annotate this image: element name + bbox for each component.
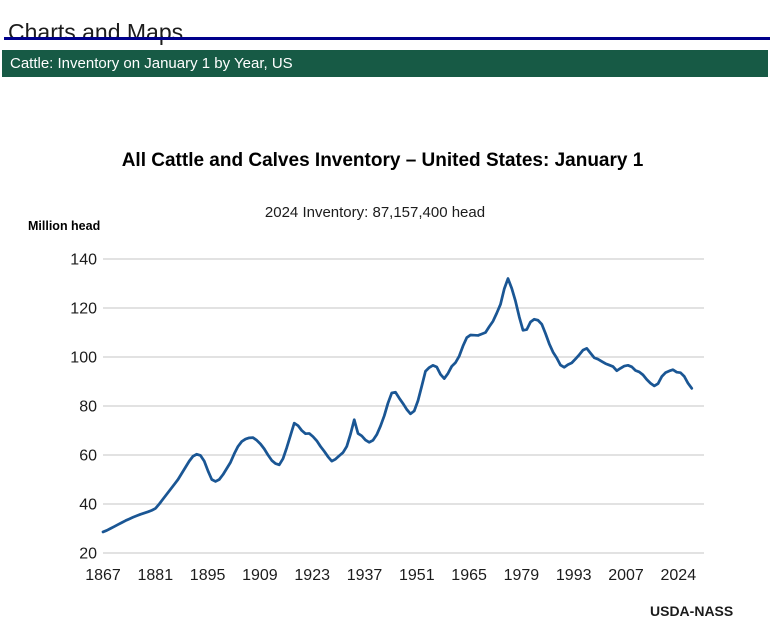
y-tick-label: 20 bbox=[79, 546, 97, 563]
y-tick-label: 80 bbox=[79, 399, 97, 416]
source-credit: USDA-NASS bbox=[650, 603, 734, 619]
y-axis-unit-label: Million head bbox=[28, 219, 101, 233]
report-banner-label: Cattle: Inventory on January 1 by Year, … bbox=[10, 55, 293, 72]
x-tick-label: 1937 bbox=[347, 567, 383, 584]
chart-title: All Cattle and Calves Inventory – United… bbox=[121, 150, 644, 171]
y-tick-label: 60 bbox=[79, 448, 97, 465]
x-tick-label: 2007 bbox=[608, 567, 644, 584]
y-tick-label: 120 bbox=[70, 301, 97, 318]
x-tick-label: 1965 bbox=[451, 567, 487, 584]
chart-subtitle: 2024 Inventory: 87,157,400 head bbox=[264, 204, 486, 221]
x-tick-label: 1993 bbox=[556, 567, 592, 584]
y-tick-label: 100 bbox=[70, 350, 97, 367]
inventory-line-series bbox=[101, 277, 694, 534]
header-divider-rule bbox=[4, 37, 770, 40]
x-tick-label: 1867 bbox=[85, 567, 121, 584]
x-tick-label: 1909 bbox=[242, 567, 278, 584]
x-tick-label: 1923 bbox=[294, 567, 330, 584]
y-tick-label: 40 bbox=[79, 497, 97, 514]
cattle-inventory-line-chart: 140 120 100 80 60 40 20 1867 1881 1895 1909 1923 193… bbox=[70, 252, 704, 584]
x-tick-label: 2024 bbox=[661, 567, 697, 584]
y-tick-label: 140 bbox=[70, 252, 97, 269]
page-title: Charts and Maps bbox=[8, 19, 184, 46]
x-tick-label: 1895 bbox=[190, 567, 226, 584]
x-tick-label: 1979 bbox=[504, 567, 540, 584]
report-banner: Cattle: Inventory on January 1 by Year, … bbox=[2, 50, 768, 77]
x-tick-label: 1951 bbox=[399, 567, 435, 584]
x-tick-label: 1881 bbox=[138, 567, 174, 584]
